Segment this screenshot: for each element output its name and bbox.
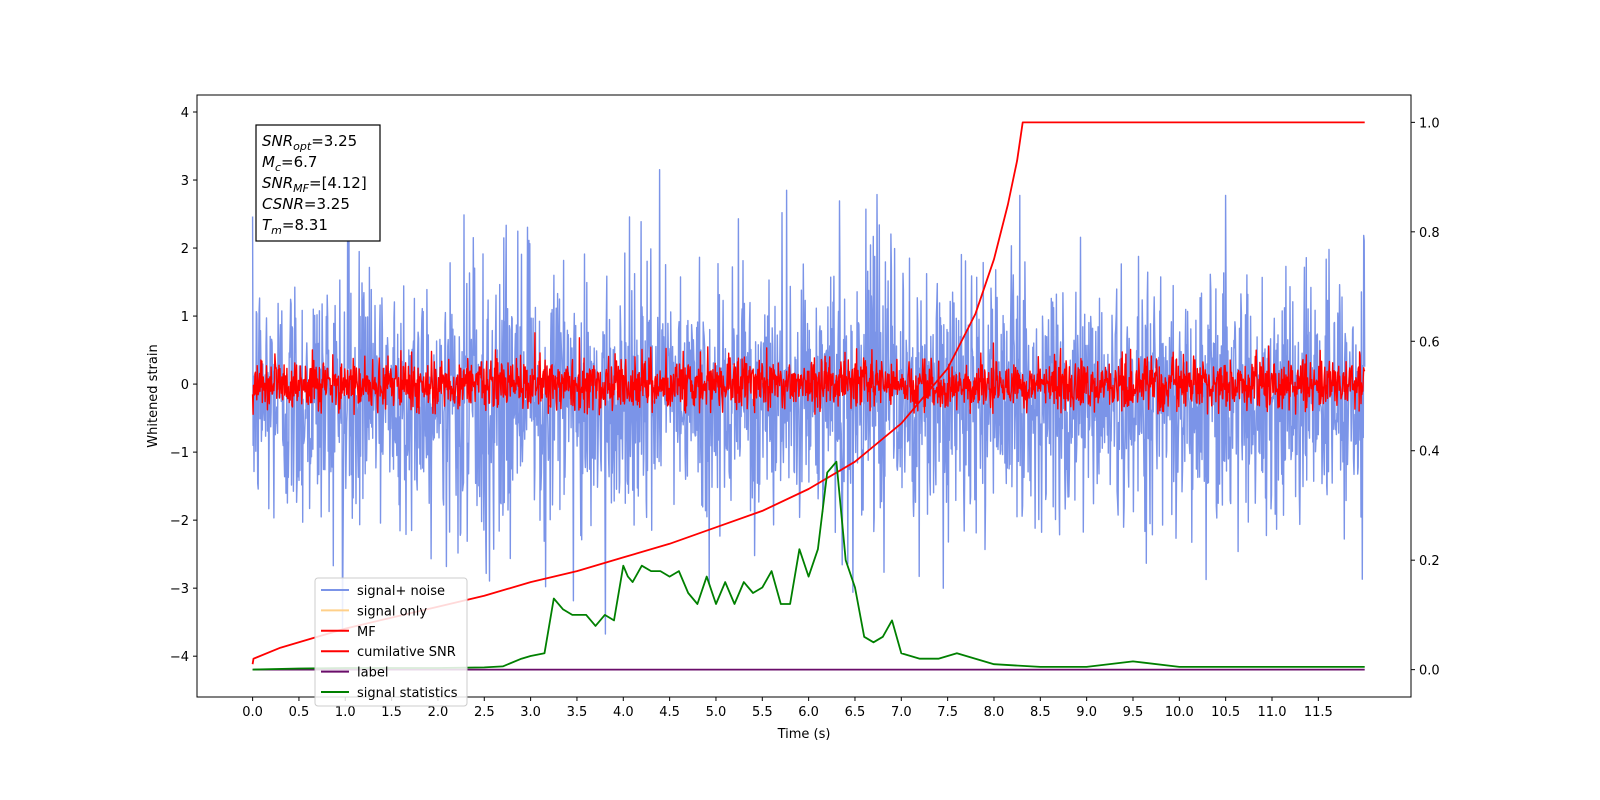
y-tick-label: 0 xyxy=(181,378,189,393)
stats-line: CSNR=3.25 xyxy=(262,195,350,213)
legend-frame xyxy=(314,577,468,707)
legend-label: signal+ noise xyxy=(357,584,445,599)
stats-line: SNRMF=[4.12] xyxy=(262,174,367,195)
series-mf-line xyxy=(251,332,1366,416)
x-tick-label: 7.5 xyxy=(937,705,958,720)
x-tick-label: 6.0 xyxy=(798,705,819,720)
y-tick-label: −3 xyxy=(170,582,189,597)
x-tick-label: 2.0 xyxy=(428,705,449,720)
y-tick-label: 2 xyxy=(181,242,189,257)
y2-tick-label: 0.2 xyxy=(1419,554,1440,569)
legend: signal+ noise signal only MF cumilative SNR… xyxy=(314,577,468,707)
x-tick-label: 8.5 xyxy=(1030,705,1051,720)
y-axis-label: Whitened strain xyxy=(146,344,161,447)
x-tick-label: 7.0 xyxy=(891,705,912,720)
y2-tick-label: 1.0 xyxy=(1419,116,1440,131)
y-tick-label: 3 xyxy=(181,174,189,189)
x-tick-label: 9.5 xyxy=(1123,705,1144,720)
x-tick-label: 9.0 xyxy=(1076,705,1097,720)
y2-tick-label: 0.0 xyxy=(1419,664,1440,679)
x-tick-label: 10.5 xyxy=(1211,705,1240,720)
series-signal-statistics-line xyxy=(252,460,1365,671)
x-tick-label: 11.5 xyxy=(1304,705,1333,720)
x-tick-label: 5.5 xyxy=(752,705,773,720)
x-axis-label: Time (s) xyxy=(777,727,831,742)
y2-tick-label: 0.6 xyxy=(1419,335,1440,350)
y2-tick-label: 0.4 xyxy=(1419,445,1440,460)
x-tick-label: 3.5 xyxy=(567,705,588,720)
x-tick-label: 8.0 xyxy=(984,705,1005,720)
legend-label: signal only xyxy=(357,604,427,619)
y-tick-label: −1 xyxy=(170,446,189,461)
x-tick-label: 5.0 xyxy=(706,705,727,720)
x-tick-label: 11.0 xyxy=(1258,705,1287,720)
stats-line: Mc=6.7 xyxy=(262,153,317,174)
y-tick-label: 4 xyxy=(181,106,189,121)
y-tick-label: −2 xyxy=(170,514,189,529)
x-tick-label: 6.5 xyxy=(845,705,866,720)
y-tick-label: −4 xyxy=(170,650,189,665)
legend-label: MF xyxy=(357,625,376,640)
x-tick-label: 2.5 xyxy=(474,705,495,720)
legend-label: cumilative SNR xyxy=(357,645,456,660)
stats-box-frame xyxy=(255,124,381,242)
x-tick-label: 3.0 xyxy=(520,705,541,720)
legend-label: signal statistics xyxy=(357,686,458,701)
stats-line: SNRopt=3.25 xyxy=(262,132,357,153)
axis-layer: 0.0 0.5 1.0 1.5 2.0 2.5 3.0 3.5 4.0 4.5 5.0 5.5 6.0 6… xyxy=(170,106,1440,720)
plot-frame xyxy=(196,94,1412,698)
x-tick-label: 10.0 xyxy=(1165,705,1194,720)
x-tick-label: 1.0 xyxy=(335,705,356,720)
y2-tick-label: 0.8 xyxy=(1419,226,1440,241)
x-tick-label: 4.5 xyxy=(659,705,680,720)
legend-label: label xyxy=(357,666,388,681)
x-tick-label: 4.0 xyxy=(613,705,634,720)
y-tick-label: 1 xyxy=(181,310,189,325)
x-tick-label: 0.5 xyxy=(289,705,310,720)
x-tick-label: 0.0 xyxy=(242,705,263,720)
x-tick-label: 1.5 xyxy=(381,705,402,720)
stats-line: Tm=8.31 xyxy=(262,216,328,237)
